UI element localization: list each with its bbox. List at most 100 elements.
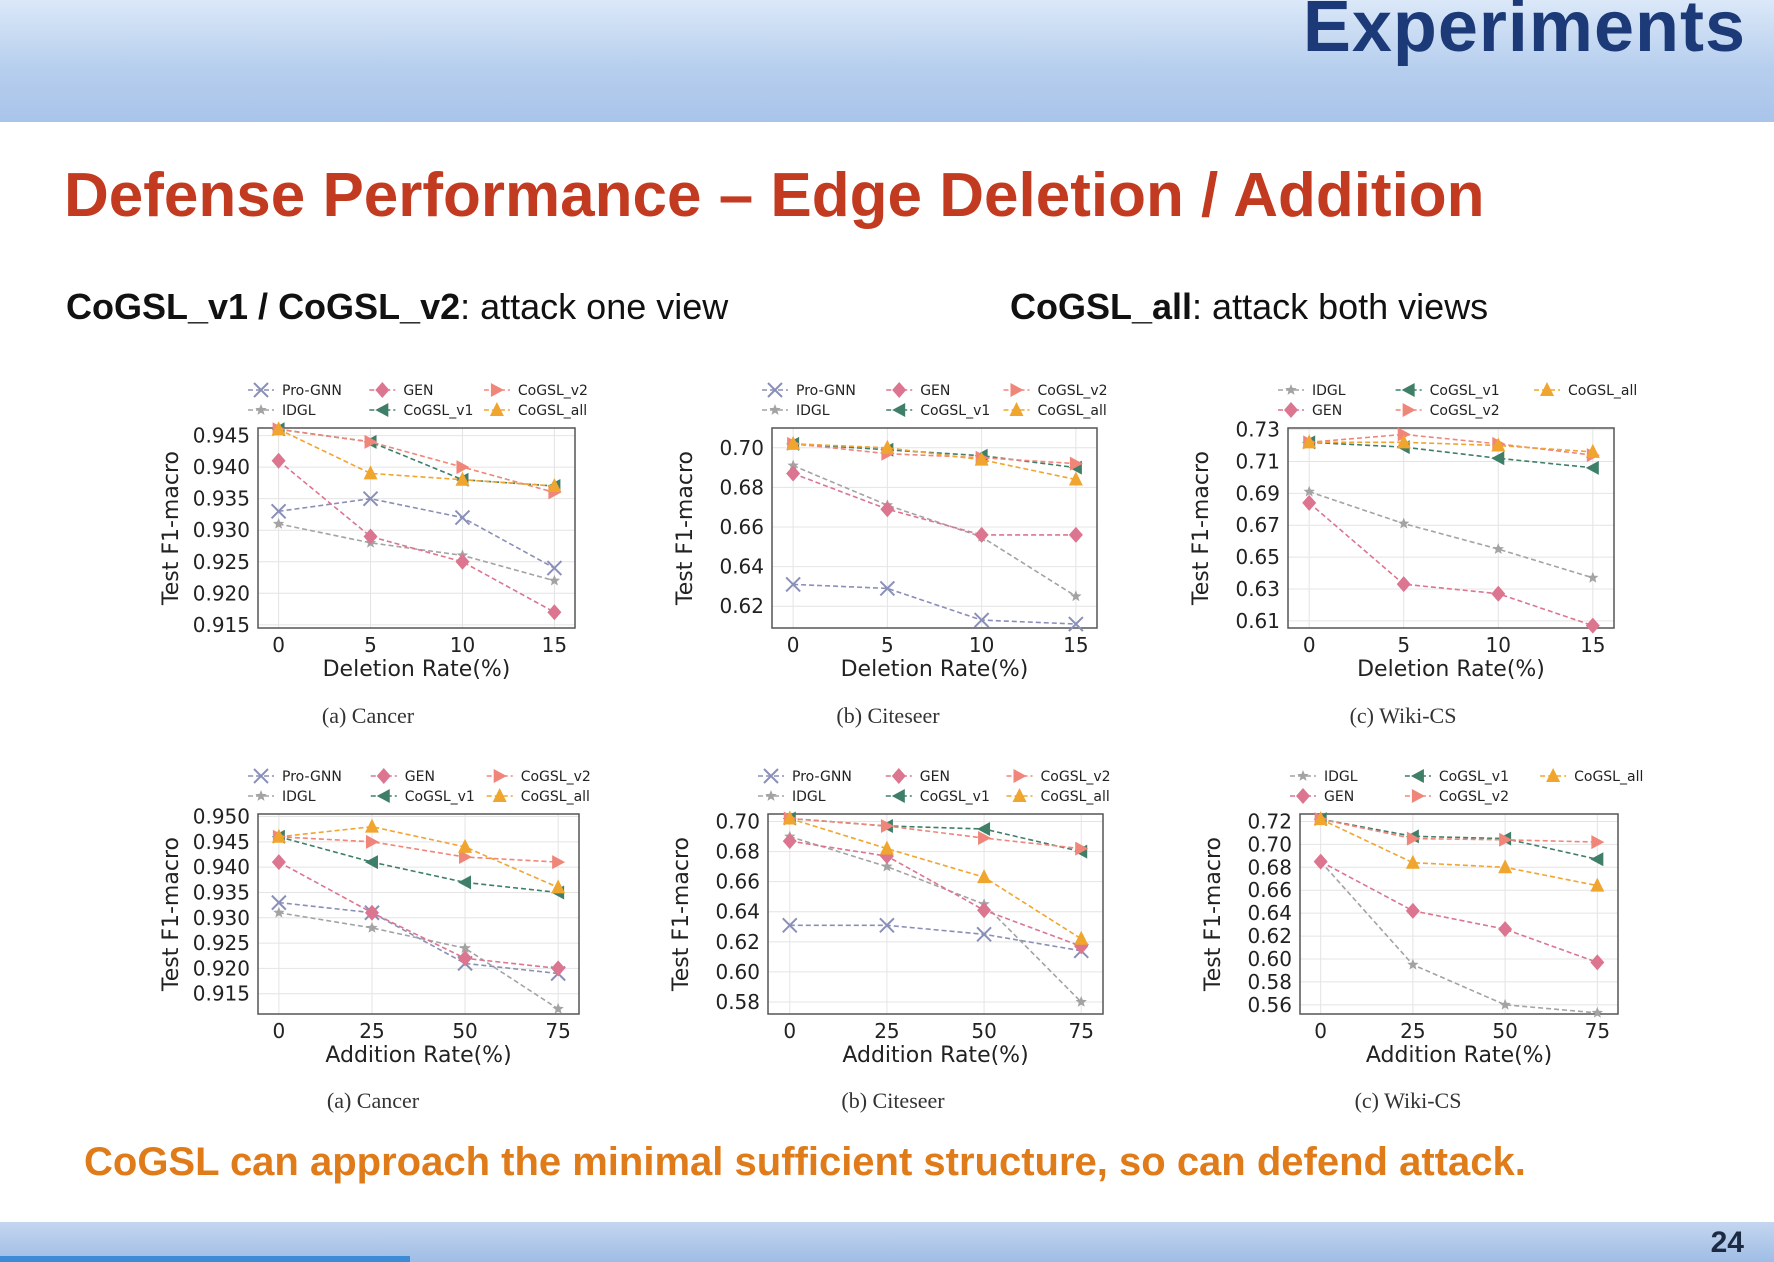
data-point-cogsl_all — [547, 478, 562, 493]
x-tick-label: 15 — [542, 633, 567, 657]
legend-marker — [376, 768, 391, 784]
data-point-gen — [551, 960, 566, 977]
legend-label: CoGSL_v1 — [1430, 383, 1500, 399]
data-point-gen — [1491, 585, 1506, 602]
data-point-cogsl_v2 — [456, 460, 470, 475]
legend-label: CoGSL_all — [1041, 789, 1110, 805]
data-point-pro-gnn — [270, 503, 287, 519]
y-tick-label: 0.58 — [1247, 970, 1292, 994]
x-tick-label: 25 — [874, 1019, 899, 1043]
x-axis-label: Deletion Rate(%) — [323, 657, 511, 682]
series-line-gen — [1320, 860, 1598, 964]
y-tick-label: 0.915 — [193, 982, 250, 1006]
data-point-cogsl_all — [364, 818, 379, 833]
data-point-pro-gnn — [973, 612, 990, 628]
x-tick-label: 0 — [272, 633, 285, 657]
x-tick-label: 0 — [272, 1019, 285, 1043]
data-point-pro-gnn — [976, 926, 992, 943]
series-line-pro-gnn — [278, 497, 555, 569]
x-tick-label: 25 — [359, 1019, 384, 1043]
data-point-cogsl_all — [974, 451, 989, 466]
legend-label: CoGSL_v1 — [920, 789, 990, 805]
legend-marker — [492, 788, 507, 802]
data-point-cogsl_all — [977, 869, 992, 884]
y-axis-label: Test F1-macro — [159, 451, 184, 606]
x-tick-label: 10 — [969, 633, 994, 657]
series-line-idgl — [278, 911, 559, 1010]
data-point-idgl — [1499, 998, 1511, 1010]
data-point-gen — [1302, 494, 1317, 511]
data-point-cogsl_v1 — [1491, 451, 1505, 466]
series-line-cogsl_v1 — [793, 443, 1077, 469]
y-tick-label: 0.69 — [1235, 481, 1280, 505]
legend-label: GEN — [920, 769, 950, 785]
y-axis-label: Test F1-macro — [1189, 451, 1214, 606]
x-tick-label: 75 — [1585, 1019, 1610, 1043]
data-point-cogsl_all — [458, 838, 473, 853]
y-tick-label: 0.68 — [1247, 855, 1292, 879]
data-point-idgl — [1492, 543, 1504, 554]
x-axis-label: Addition Rate(%) — [325, 1043, 511, 1068]
legend-marker — [1012, 788, 1027, 802]
data-point-idgl — [552, 1002, 564, 1014]
legend-label: IDGL — [282, 789, 316, 805]
data-point-cogsl_v2 — [1069, 456, 1083, 471]
data-point-pro-gnn — [879, 580, 896, 597]
x-tick-label: 0 — [1303, 633, 1316, 657]
y-tick-label: 0.64 — [715, 900, 760, 924]
data-point-cogsl_v2 — [1406, 831, 1420, 846]
chart-caption: (a) Cancer — [322, 703, 415, 728]
y-axis-label: Test F1-macro — [669, 837, 694, 992]
legend-marker — [1009, 402, 1024, 416]
series-line-cogsl_all — [278, 428, 555, 487]
series-line-gen — [792, 472, 1076, 536]
legend-label: CoGSL_all — [521, 789, 590, 805]
y-tick-label: 0.62 — [1247, 924, 1292, 948]
page-number: 24 — [1710, 1226, 1744, 1259]
x-tick-label: 0 — [1314, 1019, 1327, 1043]
data-point-idgl — [1070, 590, 1082, 602]
plot-frame — [257, 427, 576, 629]
y-tick-label: 0.67 — [1235, 513, 1280, 537]
data-point-gen — [1585, 617, 1600, 634]
legend-label: CoGSL_all — [1038, 403, 1107, 419]
y-tick-label: 0.935 — [193, 880, 250, 904]
legend-marker — [763, 768, 779, 784]
y-tick-label: 0.61 — [1235, 609, 1280, 633]
subtitle-right: CoGSL_all: attack both views — [1010, 286, 1488, 328]
legend-label: Pro-GNN — [796, 383, 856, 399]
data-point-cogsl_v2 — [552, 855, 566, 870]
chart-caption: (c) Wiki-CS — [1355, 1088, 1462, 1113]
x-tick-label: 10 — [1486, 633, 1511, 657]
legend-marker — [1401, 383, 1415, 397]
x-tick-label: 50 — [452, 1019, 477, 1043]
legend-marker — [1296, 788, 1310, 804]
y-axis-label: Test F1-macro — [159, 837, 184, 992]
chart-caption: (a) Cancer — [327, 1088, 420, 1113]
data-point-pro-gnn — [271, 894, 287, 911]
legend-marker — [253, 382, 269, 398]
footer-band — [0, 1222, 1774, 1262]
data-point-cogsl_v1 — [364, 855, 378, 870]
data-point-idgl — [881, 860, 893, 872]
y-axis-label: Test F1-macro — [673, 451, 698, 606]
legend-marker — [892, 403, 906, 417]
series-line-gen — [1308, 502, 1594, 627]
data-point-pro-gnn — [362, 490, 379, 507]
data-point-cogsl_all — [1396, 434, 1411, 449]
y-tick-label: 0.70 — [719, 436, 764, 460]
legend-label: Pro-GNN — [282, 769, 342, 785]
y-tick-label: 0.71 — [1235, 449, 1280, 473]
data-point-idgl — [548, 574, 561, 586]
legend-marker — [375, 382, 390, 398]
legend-label: IDGL — [792, 789, 826, 805]
y-tick-label: 0.935 — [193, 487, 250, 511]
legend-marker — [1285, 384, 1297, 395]
subtitle-right-bold: CoGSL_all — [1010, 286, 1193, 327]
legend-marker — [1010, 383, 1024, 397]
data-point-cogsl_v2 — [364, 434, 378, 449]
x-tick-label: 5 — [1397, 633, 1410, 657]
legend-marker — [255, 404, 267, 415]
data-point-idgl — [1398, 517, 1410, 529]
data-point-pro-gnn — [782, 917, 798, 933]
